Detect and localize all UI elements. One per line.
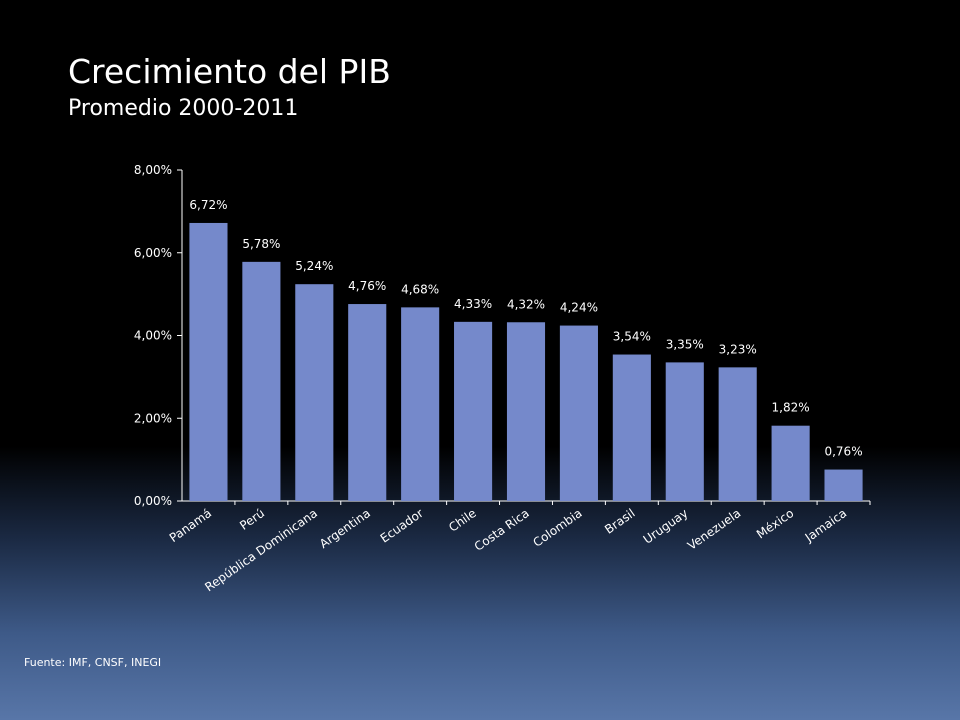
x-tick-label: México bbox=[754, 506, 796, 542]
data-label: 0,76% bbox=[824, 445, 862, 459]
data-label: 3,23% bbox=[719, 342, 757, 356]
data-label: 4,68% bbox=[401, 282, 439, 296]
x-tick-label: Ecuador bbox=[378, 506, 426, 546]
data-label: 6,72% bbox=[189, 198, 227, 212]
data-label: 5,78% bbox=[242, 237, 280, 251]
data-label: 3,54% bbox=[613, 330, 651, 344]
bar bbox=[242, 261, 281, 501]
data-label: 3,35% bbox=[666, 337, 704, 351]
bar bbox=[771, 425, 810, 501]
slide-title: Crecimiento del PIB bbox=[68, 52, 391, 91]
y-tick-label: 2,00% bbox=[134, 411, 172, 425]
x-tick-label: Uruguay bbox=[641, 506, 691, 547]
x-tick-label: Jamaica bbox=[802, 506, 850, 545]
x-tick-label: Brasil bbox=[602, 506, 637, 537]
bar bbox=[348, 304, 387, 501]
bar bbox=[612, 354, 651, 501]
slide-subtitle: Promedio 2000-2011 bbox=[68, 96, 299, 121]
bar bbox=[506, 322, 546, 501]
y-tick-label: 8,00% bbox=[134, 163, 172, 177]
y-tick-label: 4,00% bbox=[134, 329, 172, 343]
data-label: 1,82% bbox=[772, 401, 810, 415]
x-tick-label: Venezuela bbox=[685, 506, 744, 553]
data-label: 4,76% bbox=[348, 279, 386, 293]
x-tick-label: Costa Rica bbox=[472, 506, 532, 554]
bar bbox=[295, 284, 334, 501]
bar bbox=[454, 321, 493, 501]
x-tick-label: Chile bbox=[446, 506, 479, 535]
x-tick-label: Argentina bbox=[317, 506, 373, 551]
y-tick-label: 0,00% bbox=[134, 494, 172, 508]
data-label: 4,24% bbox=[560, 301, 598, 315]
source-note: Fuente: IMF, CNSF, INEGI bbox=[24, 656, 162, 669]
bar bbox=[718, 367, 757, 501]
bar bbox=[401, 307, 440, 501]
x-tick-label: Panamá bbox=[167, 506, 214, 545]
bar bbox=[824, 469, 863, 501]
data-label: 4,33% bbox=[454, 297, 492, 311]
bar bbox=[665, 362, 704, 501]
data-label: 5,24% bbox=[295, 259, 333, 273]
x-tick-label: Perú bbox=[237, 506, 267, 533]
y-tick-label: 6,00% bbox=[134, 246, 172, 260]
data-label: 4,32% bbox=[507, 297, 545, 311]
x-tick-label: Colombia bbox=[530, 506, 584, 550]
bar bbox=[559, 325, 598, 501]
bar bbox=[189, 222, 228, 501]
